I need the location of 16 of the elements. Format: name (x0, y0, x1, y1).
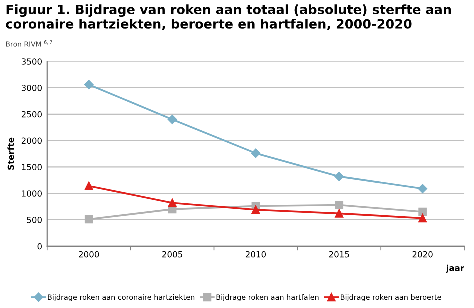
y-tick-label: 3000 (22, 84, 42, 92)
y-tick-label: 3500 (22, 58, 42, 65)
y-tick-label: 1500 (22, 164, 42, 170)
chart-title: Figuur 1. Bijdrage van roken aan totaal (absolute) sterfte aan coronaire hartziekten, beroerte en hartfalen, 2000-2020 (6, 4, 452, 31)
x-tick-label: 2005 (162, 251, 182, 258)
y-axis-title: Sterfte (8, 138, 14, 170)
y-tick-label: 1000 (22, 190, 42, 197)
x-tick-label: 2010 (246, 251, 266, 258)
x-tick-label: 2020 (412, 251, 433, 258)
x-axis-title: jaar (446, 264, 464, 274)
x-tick-label: 2000 (79, 251, 100, 258)
x-tick-label: 2015 (329, 251, 350, 258)
y-tick-label: 500 (27, 216, 42, 224)
y-tick-label: 2000 (22, 138, 42, 144)
y-tick-label: 0 (38, 243, 42, 250)
y-tick-label: 2500 (22, 111, 42, 118)
